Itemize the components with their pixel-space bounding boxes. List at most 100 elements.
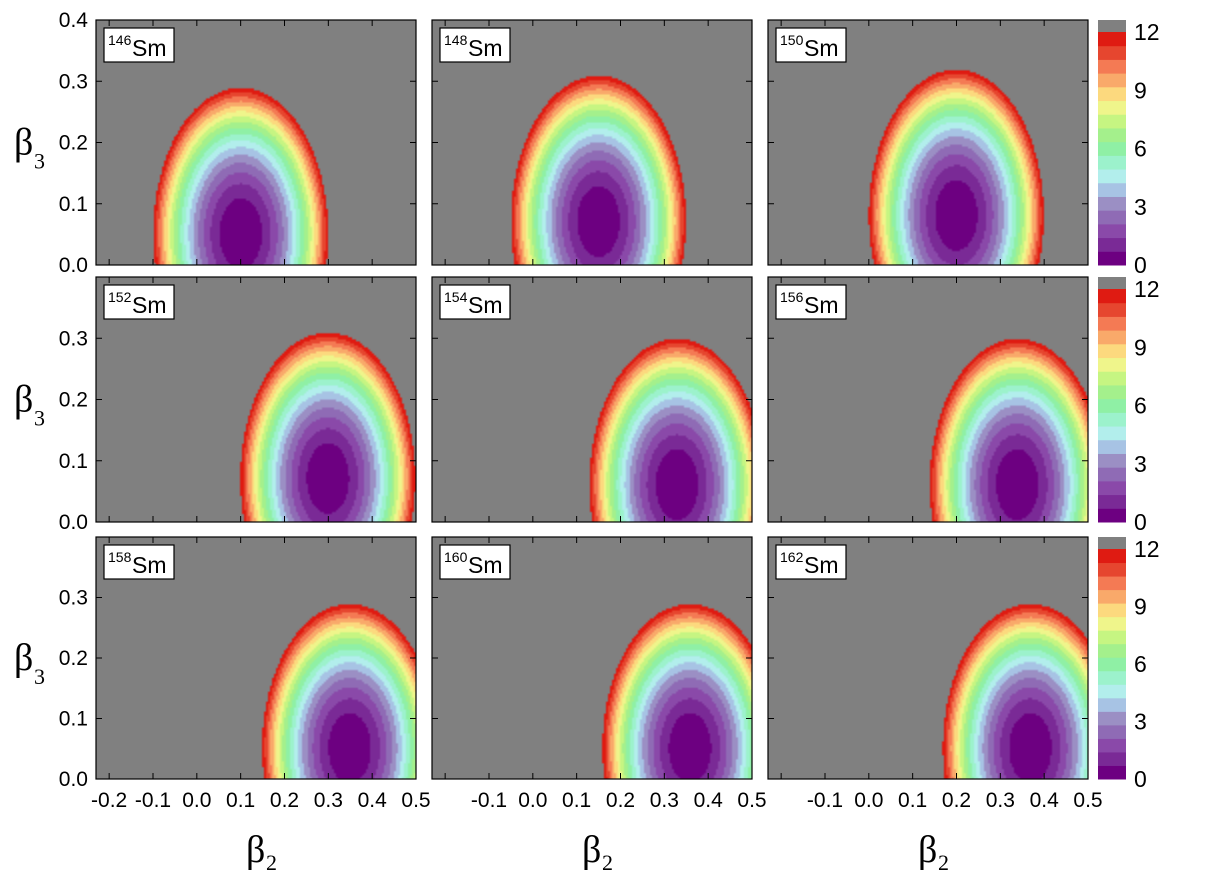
colorbar-swatch bbox=[1098, 603, 1126, 618]
x-tick-label: 0.5 bbox=[1073, 789, 1102, 812]
y-tick-label: 0.3 bbox=[59, 70, 88, 93]
colorbar-tick-label: 9 bbox=[1134, 594, 1147, 620]
colorbar-swatch bbox=[1098, 114, 1126, 129]
colorbar-swatch bbox=[1098, 398, 1126, 413]
colorbar-over-swatch bbox=[1098, 537, 1126, 549]
nucleus-mass-number: 162 bbox=[780, 549, 804, 565]
colorbar-swatch bbox=[1098, 589, 1126, 604]
nucleus-label: 160 Sm bbox=[439, 544, 511, 580]
panel-158sm: 158 Sm bbox=[95, 536, 417, 780]
x-tick-label: 0.1 bbox=[562, 789, 591, 812]
colorbar-tick-label: 12 bbox=[1134, 276, 1160, 302]
y-tick-label: 0.3 bbox=[59, 587, 88, 610]
y-tick-label: 0.0 bbox=[59, 768, 88, 791]
colorbar-swatch bbox=[1098, 616, 1126, 631]
colorbar-tick-label: 3 bbox=[1134, 194, 1147, 220]
x-tick-label: 0.4 bbox=[358, 789, 388, 812]
colorbar-tick-label: 12 bbox=[1134, 19, 1160, 45]
nucleus-label: 162 Sm bbox=[775, 544, 847, 580]
colorbar-swatch bbox=[1098, 508, 1126, 523]
colorbar-swatch bbox=[1098, 330, 1126, 345]
nucleus-symbol: Sm bbox=[468, 35, 503, 61]
x-axis-title-main: β bbox=[246, 829, 265, 871]
x-tick-label: 0.3 bbox=[986, 789, 1015, 812]
nucleus-label-box bbox=[439, 284, 511, 320]
y-axis-title-sub: 3 bbox=[34, 664, 45, 689]
y-tick-label: 0.2 bbox=[59, 389, 88, 412]
x-tick-label: 0.5 bbox=[737, 789, 766, 812]
colorbar-swatch bbox=[1098, 32, 1126, 47]
colorbar-swatch bbox=[1098, 155, 1126, 170]
nucleus-label-box bbox=[439, 27, 511, 63]
y-tick-label: 0.0 bbox=[59, 254, 88, 277]
x-tick-label: 0.4 bbox=[1030, 789, 1060, 812]
colorbar-swatch bbox=[1098, 439, 1126, 454]
nucleus-mass-number: 150 bbox=[780, 32, 804, 48]
colorbar-swatch bbox=[1098, 412, 1126, 427]
colorbar-swatch bbox=[1098, 738, 1126, 753]
colorbar-tick-label: 0 bbox=[1134, 252, 1147, 278]
colorbar-tick-label: 3 bbox=[1134, 709, 1147, 735]
nucleus-label-box bbox=[103, 544, 175, 580]
colorbar-swatch bbox=[1098, 684, 1126, 699]
y-axis-title-main: β bbox=[14, 379, 33, 421]
colorbar-over-swatch bbox=[1098, 277, 1126, 289]
colorbar-swatch bbox=[1098, 453, 1126, 468]
nucleus-mass-number: 158 bbox=[108, 549, 132, 565]
nucleus-label-box bbox=[103, 284, 175, 320]
nucleus-symbol: Sm bbox=[468, 292, 503, 318]
colorbar-swatch bbox=[1098, 45, 1126, 60]
nucleus-symbol: Sm bbox=[132, 35, 167, 61]
nucleus-label: 154 Sm bbox=[439, 284, 511, 320]
colorbar-swatch bbox=[1098, 289, 1126, 304]
colorbar-over-swatch bbox=[1098, 20, 1126, 32]
colorbar-swatch bbox=[1098, 251, 1126, 266]
colorbar-swatch bbox=[1098, 576, 1126, 591]
x-tick-label: 0.0 bbox=[518, 789, 547, 812]
colorbar-tick-label: 9 bbox=[1134, 334, 1147, 360]
panel-148sm: 148 Sm bbox=[431, 19, 753, 266]
nucleus-mass-number: 146 bbox=[108, 32, 132, 48]
x-axis-title-main: β bbox=[918, 829, 937, 871]
nucleus-symbol: Sm bbox=[132, 552, 167, 578]
x-axis-title-sub: 2 bbox=[602, 850, 613, 872]
colorbar-swatch bbox=[1098, 73, 1126, 88]
y-axis-title-sub: 3 bbox=[34, 406, 45, 431]
x-tick-label: 0.1 bbox=[226, 789, 255, 812]
y-tick-label: 0.3 bbox=[59, 327, 88, 350]
panel-156sm: 156 Sm bbox=[767, 276, 1089, 523]
nucleus-symbol: Sm bbox=[804, 552, 839, 578]
colorbar-row-3: 0 3 6 9 12 bbox=[1098, 536, 1160, 792]
colorbar-swatch bbox=[1098, 630, 1126, 645]
x-tick-label: 0.3 bbox=[314, 789, 343, 812]
colorbar-tick-label: 6 bbox=[1134, 136, 1147, 162]
x-tick-label: 0.4 bbox=[694, 789, 724, 812]
colorbar-swatch bbox=[1098, 302, 1126, 317]
colorbar-tick-label: 0 bbox=[1134, 509, 1147, 535]
x-axis-title-sub: 2 bbox=[938, 850, 949, 872]
colorbar-swatch bbox=[1098, 657, 1126, 672]
x-tick-label: -0.1 bbox=[807, 789, 843, 812]
x-tick-label: 0.3 bbox=[650, 789, 679, 812]
colorbar-swatch bbox=[1098, 141, 1126, 156]
nucleus-label: 156 Sm bbox=[775, 284, 847, 320]
x-tick-label: 0.2 bbox=[270, 789, 299, 812]
y-tick-label: 0.4 bbox=[59, 9, 89, 32]
nucleus-mass-number: 160 bbox=[444, 549, 468, 565]
nucleus-symbol: Sm bbox=[804, 35, 839, 61]
colorbar-swatch bbox=[1098, 751, 1126, 766]
colorbar-swatch bbox=[1098, 371, 1126, 386]
nucleus-label: 150 Sm bbox=[775, 27, 847, 63]
x-tick-label: -0.1 bbox=[135, 789, 171, 812]
colorbar-swatch bbox=[1098, 480, 1126, 496]
colorbar-swatch bbox=[1098, 127, 1126, 143]
colorbar-tick-label: 9 bbox=[1134, 77, 1147, 103]
nucleus-symbol: Sm bbox=[132, 292, 167, 318]
panel-150sm: 150 Sm bbox=[767, 19, 1089, 266]
nucleus-mass-number: 156 bbox=[780, 289, 804, 305]
